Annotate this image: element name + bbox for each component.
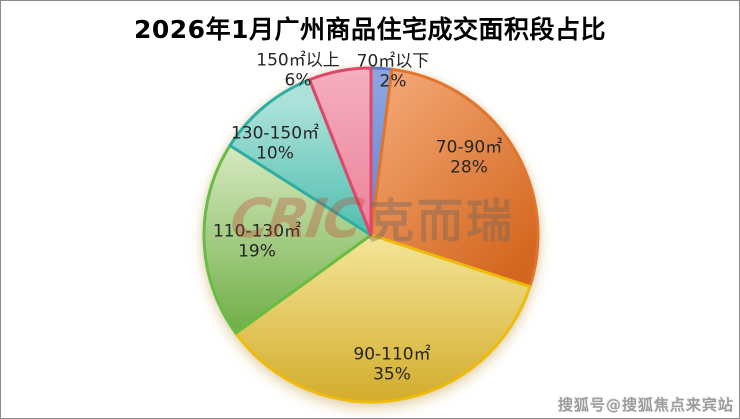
pie-slice-5 — [308, 66, 373, 237]
pie-slice-4 — [228, 78, 373, 237]
chart-title: 2026年1月广州商品住宅成交面积段占比 — [134, 15, 606, 44]
souhu-credit-watermark: 搜狐号@搜狐焦点来宾站 — [557, 396, 734, 414]
pie-slice-1 — [369, 67, 540, 289]
pie-slice-2 — [234, 233, 532, 404]
pie-slice-3 — [202, 144, 373, 335]
